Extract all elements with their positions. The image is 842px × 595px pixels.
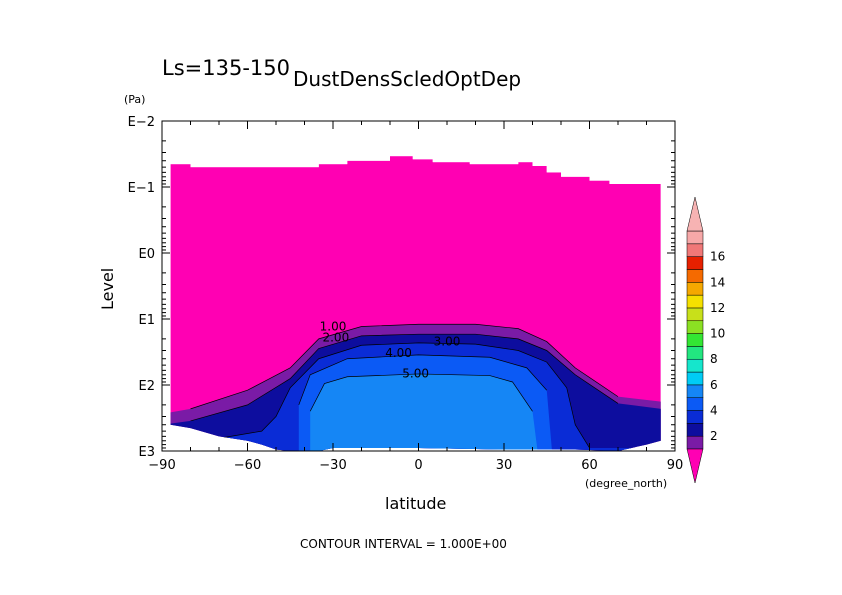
contour-interval-note: CONTOUR INTERVAL = 1.000E+00 (300, 537, 507, 551)
colorbar-over-arrow (686, 196, 704, 232)
contour-line-5 (309, 373, 533, 412)
x-axis-label: latitude (385, 494, 447, 513)
y-tick-label: E−1 (128, 181, 155, 196)
colorbar-swatch (686, 307, 704, 322)
y-axis-label: Level (98, 267, 117, 310)
contour-label: 2.00 (322, 330, 349, 344)
colorbar-swatch (686, 346, 704, 360)
contour-label: 5.00 (402, 367, 429, 381)
colorbar-tick-label: 14 (710, 275, 725, 289)
contour-label: 1.00 (320, 320, 347, 334)
colorbar-tick-label: 12 (710, 301, 725, 315)
x-tick-label: 0 (414, 458, 422, 473)
colorbar-swatch (686, 397, 704, 411)
contour-line-2 (190, 333, 619, 422)
contour-line-1 (190, 323, 619, 410)
colorbar-swatch (686, 435, 704, 450)
chart-subtitle: Ls=135-150 (162, 56, 290, 80)
x-tick-label: −30 (319, 458, 346, 473)
y-tick-label: E1 (139, 313, 156, 328)
colorbar-tick-label: 6 (710, 378, 718, 392)
colorbar-swatch (686, 243, 704, 257)
axes: −90 −60 −30 0 30 60 90 E−2 E−1 E0 E1 E2 E3 (128, 115, 684, 473)
colorbar-tick-label: 10 (710, 327, 725, 341)
colorbar-swatch (686, 423, 704, 437)
colorbar-tick-label: 4 (710, 404, 718, 418)
contour-band-5 (310, 373, 539, 451)
colorbar-tick-label: 16 (710, 250, 725, 264)
colorbar-swatch (686, 371, 704, 386)
colorbar-under-arrow (686, 448, 704, 484)
contour-label: 3.00 (434, 335, 461, 349)
colorbar-swatch (686, 256, 704, 270)
y-tick-label: E2 (139, 379, 156, 394)
colorbar-swatch (686, 384, 704, 398)
colorbar-swatch (686, 410, 704, 424)
colorbar-swatch (686, 294, 704, 309)
contour-fills (170, 156, 661, 451)
colorbar-tick-label: 2 (710, 429, 718, 443)
colorbar-swatch (686, 230, 704, 245)
colorbar-swatch (686, 333, 704, 347)
x-tick-label: 60 (581, 458, 598, 473)
x-tick-label: 30 (496, 458, 513, 473)
colorbar: 2 4 6 8 10 12 14 16 (686, 196, 725, 484)
contour-labels: 1.002.00 3.00 4.00 5.00 (320, 320, 461, 381)
colorbar-swatch (686, 320, 704, 334)
y-axis-unit: (Pa) (124, 93, 146, 106)
y-tick-label: E3 (139, 445, 156, 460)
colorbar-swatch (686, 269, 704, 283)
x-tick-label: 90 (667, 458, 684, 473)
contour-label: 4.00 (385, 346, 412, 360)
colorbar-swatch (686, 358, 704, 373)
colorbar-tick-label: 8 (710, 352, 718, 366)
x-tick-label: −60 (234, 458, 261, 473)
contour-line-3 (204, 342, 590, 449)
y-tick-label: E−2 (128, 115, 155, 130)
x-axis-unit: (degree_north) (585, 477, 668, 490)
y-tick-label: E0 (139, 247, 156, 262)
colorbar-swatch (686, 282, 704, 296)
x-tick-label: −90 (148, 458, 175, 473)
contour-line-4 (298, 354, 548, 405)
chart-title: DustDensScledOptDep (293, 67, 522, 91)
